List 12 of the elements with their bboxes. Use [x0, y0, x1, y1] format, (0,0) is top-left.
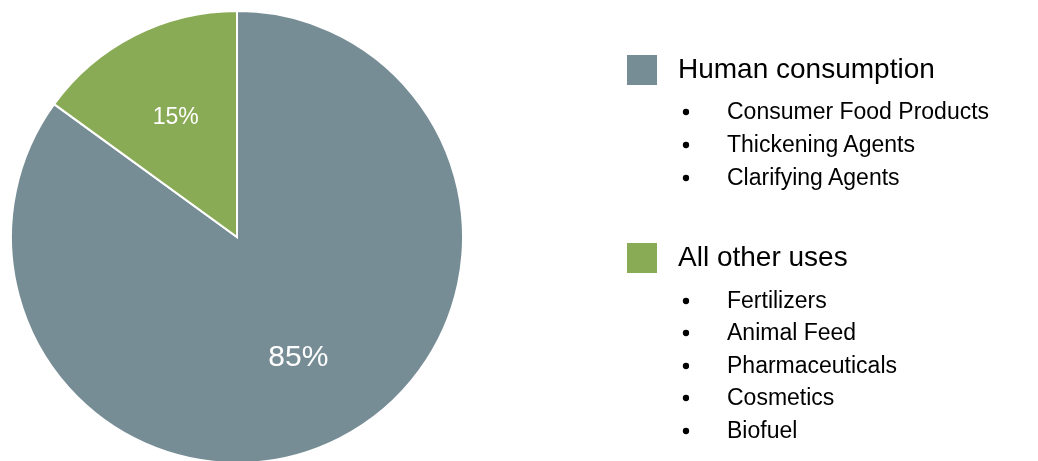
- data-label: 85%: [268, 339, 329, 373]
- text: Fertilizers: [727, 287, 827, 313]
- text: Cosmetics: [727, 384, 835, 410]
- text: Animal Feed: [727, 319, 857, 345]
- text: Consumer Food Products: [727, 98, 990, 124]
- text: Biofuel: [727, 417, 798, 443]
- text: Thickening Agents: [727, 131, 915, 157]
- data-label: 15%: [152, 102, 199, 129]
- text: Pharmaceuticals: [727, 352, 898, 378]
- legend-label: Human consumption: [678, 53, 935, 84]
- text: Clarifying Agents: [727, 164, 900, 190]
- legend-label: All other uses: [678, 241, 848, 272]
